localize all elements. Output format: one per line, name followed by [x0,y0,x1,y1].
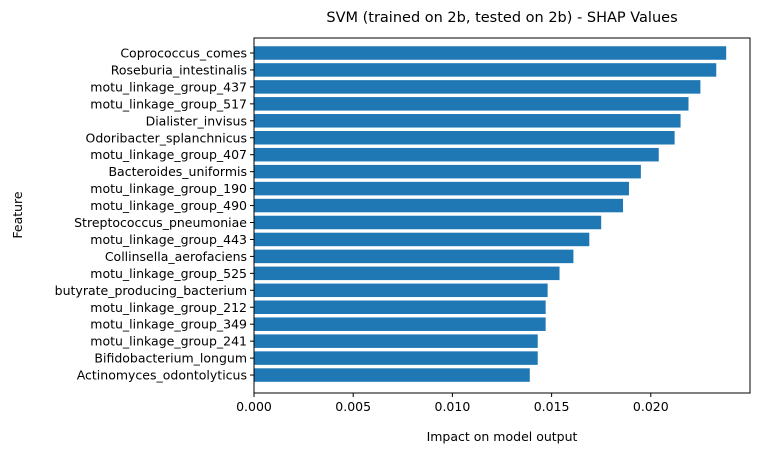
bar-7 [254,164,641,179]
bar-19 [254,368,530,382]
bar-18 [254,351,538,365]
y-tick-label-5: Odoribacter_splanchnicus [86,130,247,145]
y-tick-label-3: motu_linkage_group_517 [90,96,247,111]
y-tick-label-14: butyrate_producing_bacterium [55,283,247,298]
bar-16 [254,317,546,331]
plot-frame [253,37,751,394]
y-tick-label-0: Coprococcus_comes [120,46,247,61]
y-tick-label-4: Dialister_invisus [146,113,247,128]
x-ticks: 0.000 0.005 0.010 0.015 0.020 [236,393,669,414]
bar-0 [254,46,727,60]
x-tick-label-2: 0.010 [435,399,471,414]
y-tick-label-7: Bacteroides_uniformis [108,164,247,179]
y-tick-label-16: motu_linkage_group_349 [90,317,247,332]
chart-title: SVM (trained on 2b, tested on 2b) - SHAP… [326,10,677,26]
bar-12 [254,249,574,264]
x-axis-title: Impact on model output [427,429,578,444]
x-tick-label-1: 0.005 [335,399,371,414]
y-tick-label-12: Collinsella_aerofaciens [105,249,247,264]
y-tick-label-6: motu_linkage_group_407 [90,147,247,162]
y-tick-label-15: motu_linkage_group_212 [90,300,247,315]
bar-9 [254,198,624,213]
bar-5 [254,131,675,145]
bar-6 [254,147,659,162]
bar-3 [254,97,689,111]
bar-14 [254,283,548,298]
y-tick-label-13: motu_linkage_group_525 [90,266,247,281]
y-tick-label-8: motu_linkage_group_190 [90,181,247,196]
bar-8 [254,181,629,196]
bar-13 [254,266,560,281]
bar-2 [254,80,701,94]
y-tick-label-9: motu_linkage_group_490 [90,198,247,213]
bar-10 [254,215,602,230]
bar-11 [254,232,590,247]
y-tick-label-2: motu_linkage_group_437 [90,79,247,94]
x-tick-label-0: 0.000 [236,399,272,414]
bars-group [254,46,727,382]
bar-1 [254,63,717,77]
x-tick-label-4: 0.020 [633,399,669,414]
bar-4 [254,114,681,128]
y-tick-labels: Coprococcus_comesRoseburia_intestinalism… [55,46,254,383]
y-tick-label-18: Bifidobacterium_longum [94,351,247,366]
y-tick-label-19: Actinomyces_odontolyticus [77,368,247,383]
y-tick-label-17: motu_linkage_group_241 [90,334,247,349]
bar-17 [254,334,538,348]
x-tick-label-3: 0.015 [534,399,570,414]
y-tick-label-1: Roseburia_intestinalis [111,62,247,77]
bar-15 [254,300,546,314]
y-axis-title: Feature [10,191,25,239]
y-tick-label-10: Streptococcus_pneumoniae [74,215,247,230]
y-tick-label-11: motu_linkage_group_443 [90,232,247,247]
